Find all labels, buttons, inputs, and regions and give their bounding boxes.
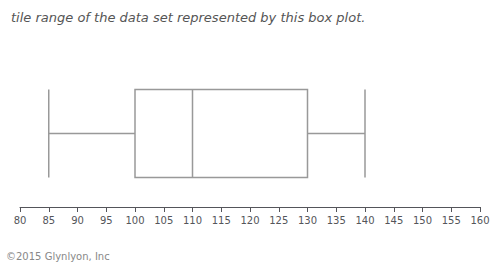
svg-text:©2015 Glynlyon, Inc: ©2015 Glynlyon, Inc [6, 251, 110, 262]
svg-text:90: 90 [71, 215, 84, 226]
svg-text:155: 155 [442, 215, 461, 226]
svg-text:95: 95 [100, 215, 113, 226]
svg-text:140: 140 [355, 215, 374, 226]
svg-text:105: 105 [154, 215, 173, 226]
svg-text:85: 85 [42, 215, 55, 226]
svg-text:125: 125 [269, 215, 288, 226]
svg-text:tile range of the data set rep: tile range of the data set represented b… [11, 10, 365, 25]
svg-text:100: 100 [125, 215, 144, 226]
svg-text:150: 150 [413, 215, 432, 226]
svg-text:110: 110 [183, 215, 202, 226]
svg-text:160: 160 [470, 215, 489, 226]
svg-text:115: 115 [212, 215, 231, 226]
svg-text:145: 145 [384, 215, 403, 226]
svg-text:130: 130 [298, 215, 317, 226]
svg-text:80: 80 [14, 215, 27, 226]
svg-text:120: 120 [240, 215, 259, 226]
svg-text:135: 135 [327, 215, 346, 226]
